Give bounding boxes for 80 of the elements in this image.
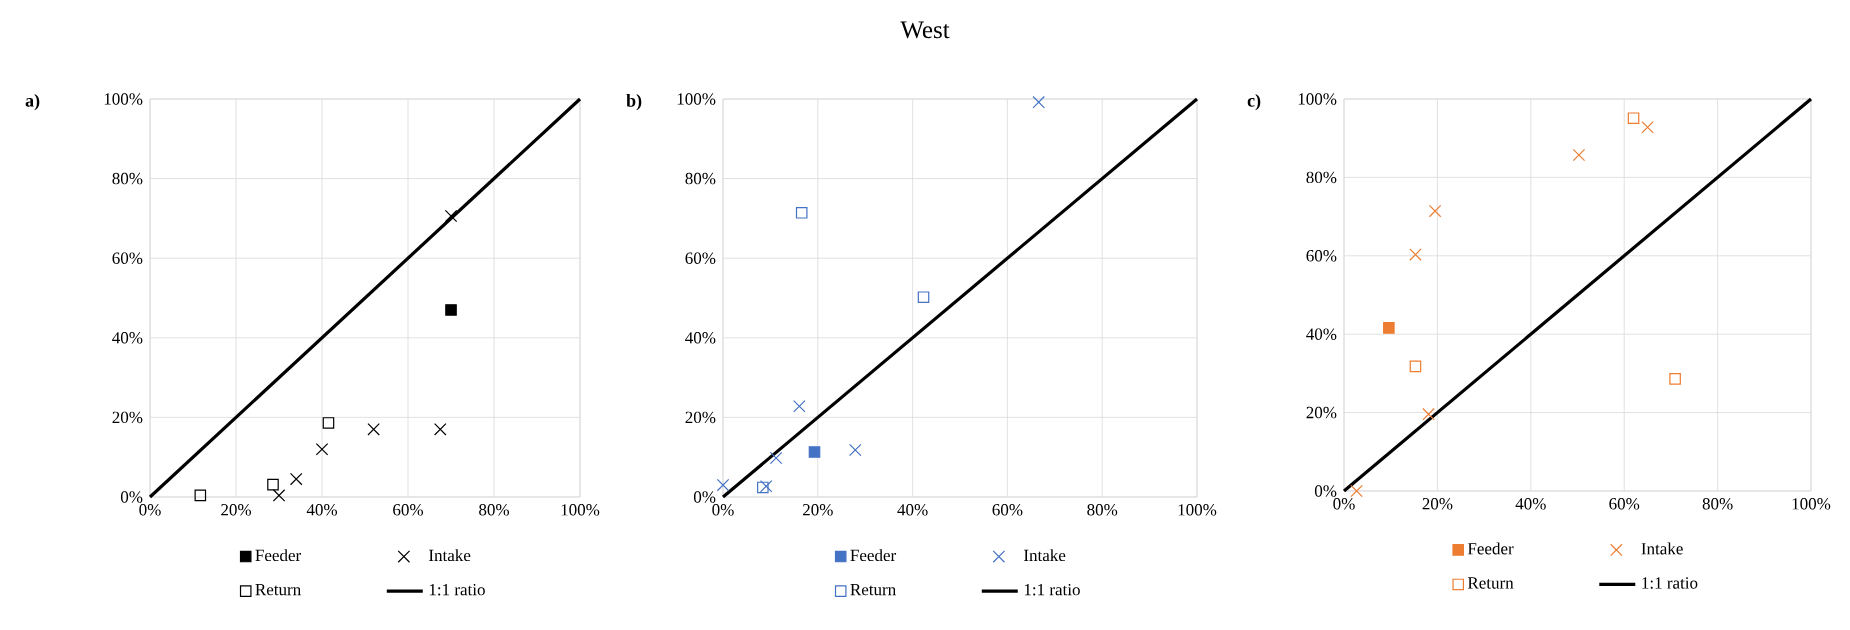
point <box>1383 322 1395 334</box>
x-tick-label: 60% <box>992 504 1023 516</box>
x-tick-label: 100% <box>561 504 600 516</box>
x-tick-label: 80% <box>1087 504 1118 516</box>
y-tick-label: 80% <box>112 172 143 185</box>
x-tick-label: 100% <box>1792 498 1831 510</box>
y-tick-label: 60% <box>1306 250 1337 262</box>
y-tick-label: 20% <box>112 411 143 424</box>
point <box>1350 484 1363 498</box>
point <box>849 443 862 457</box>
x-tick-label: 80% <box>479 504 510 516</box>
point <box>1627 112 1640 124</box>
y-tick-label: 60% <box>112 252 143 264</box>
point <box>1032 95 1045 109</box>
text: a) <box>25 94 40 111</box>
chart-title: West <box>900 21 950 39</box>
x-tick-label: 100% <box>1178 504 1217 516</box>
point <box>434 423 447 436</box>
point <box>808 446 821 458</box>
y-tick-label: 100% <box>1298 93 1337 105</box>
point <box>1422 407 1435 421</box>
point <box>757 481 769 494</box>
point <box>795 207 808 219</box>
y-tick-label: 40% <box>112 332 143 344</box>
x-tick-label: 40% <box>1515 498 1546 510</box>
x-tick-label: 40% <box>306 504 338 516</box>
legend-label: 1:1 ratio <box>1642 577 1698 589</box>
point <box>267 478 279 491</box>
y-tick-label: 0% <box>1314 485 1337 497</box>
y-tick-label: 40% <box>1306 328 1337 340</box>
x-tick-label: 0% <box>712 504 734 516</box>
x-tick-label: 20% <box>802 504 833 516</box>
point <box>367 423 380 436</box>
legend-label: Intake <box>1641 542 1683 555</box>
x-tick-label: 60% <box>393 504 424 516</box>
x-tick-label: 60% <box>1609 498 1640 510</box>
point <box>1572 148 1586 162</box>
point <box>272 489 286 502</box>
x-tick-label: 0% <box>1333 498 1355 510</box>
point <box>1409 360 1422 373</box>
text: b) <box>626 94 642 111</box>
point <box>1428 204 1442 218</box>
point <box>793 399 806 413</box>
x-tick-label: 80% <box>1702 498 1733 510</box>
x-tick-label: 40% <box>897 504 928 516</box>
point <box>315 442 329 456</box>
legend-label: Return <box>255 584 301 596</box>
y-tick-label: 100% <box>677 93 716 105</box>
point <box>322 417 335 429</box>
point <box>1669 373 1681 385</box>
text: c) <box>1247 94 1261 111</box>
point <box>445 304 457 316</box>
legend-label: Return <box>850 584 896 596</box>
y-tick-label: 80% <box>1306 171 1337 184</box>
y-tick-label: 20% <box>1306 406 1337 419</box>
legend-label: Feeder <box>850 549 897 562</box>
y-tick-label: 60% <box>685 252 716 264</box>
x-tick-label: 20% <box>221 504 252 516</box>
legend-label: Return <box>1467 577 1514 589</box>
point <box>716 478 730 492</box>
x-tick-label: 0% <box>139 504 161 516</box>
legend-label: Intake <box>429 549 471 562</box>
legend-label: Feeder <box>255 549 302 562</box>
point <box>289 472 303 486</box>
x-tick-label: 20% <box>1422 498 1453 510</box>
point <box>194 489 207 502</box>
point <box>759 479 773 493</box>
point <box>1409 248 1422 261</box>
legend-label: 1:1 ratio <box>1024 583 1080 596</box>
point <box>1641 120 1654 134</box>
point <box>769 451 783 465</box>
point <box>444 209 458 223</box>
y-tick-label: 80% <box>685 172 716 185</box>
legend-label: Feeder <box>1467 542 1514 555</box>
y-tick-label: 40% <box>685 332 716 344</box>
point <box>917 291 930 303</box>
y-tick-label: 20% <box>685 411 716 424</box>
legend-label: Intake <box>1024 549 1066 562</box>
y-tick-label: 100% <box>104 93 143 105</box>
legend-label: 1:1 ratio <box>429 583 485 596</box>
